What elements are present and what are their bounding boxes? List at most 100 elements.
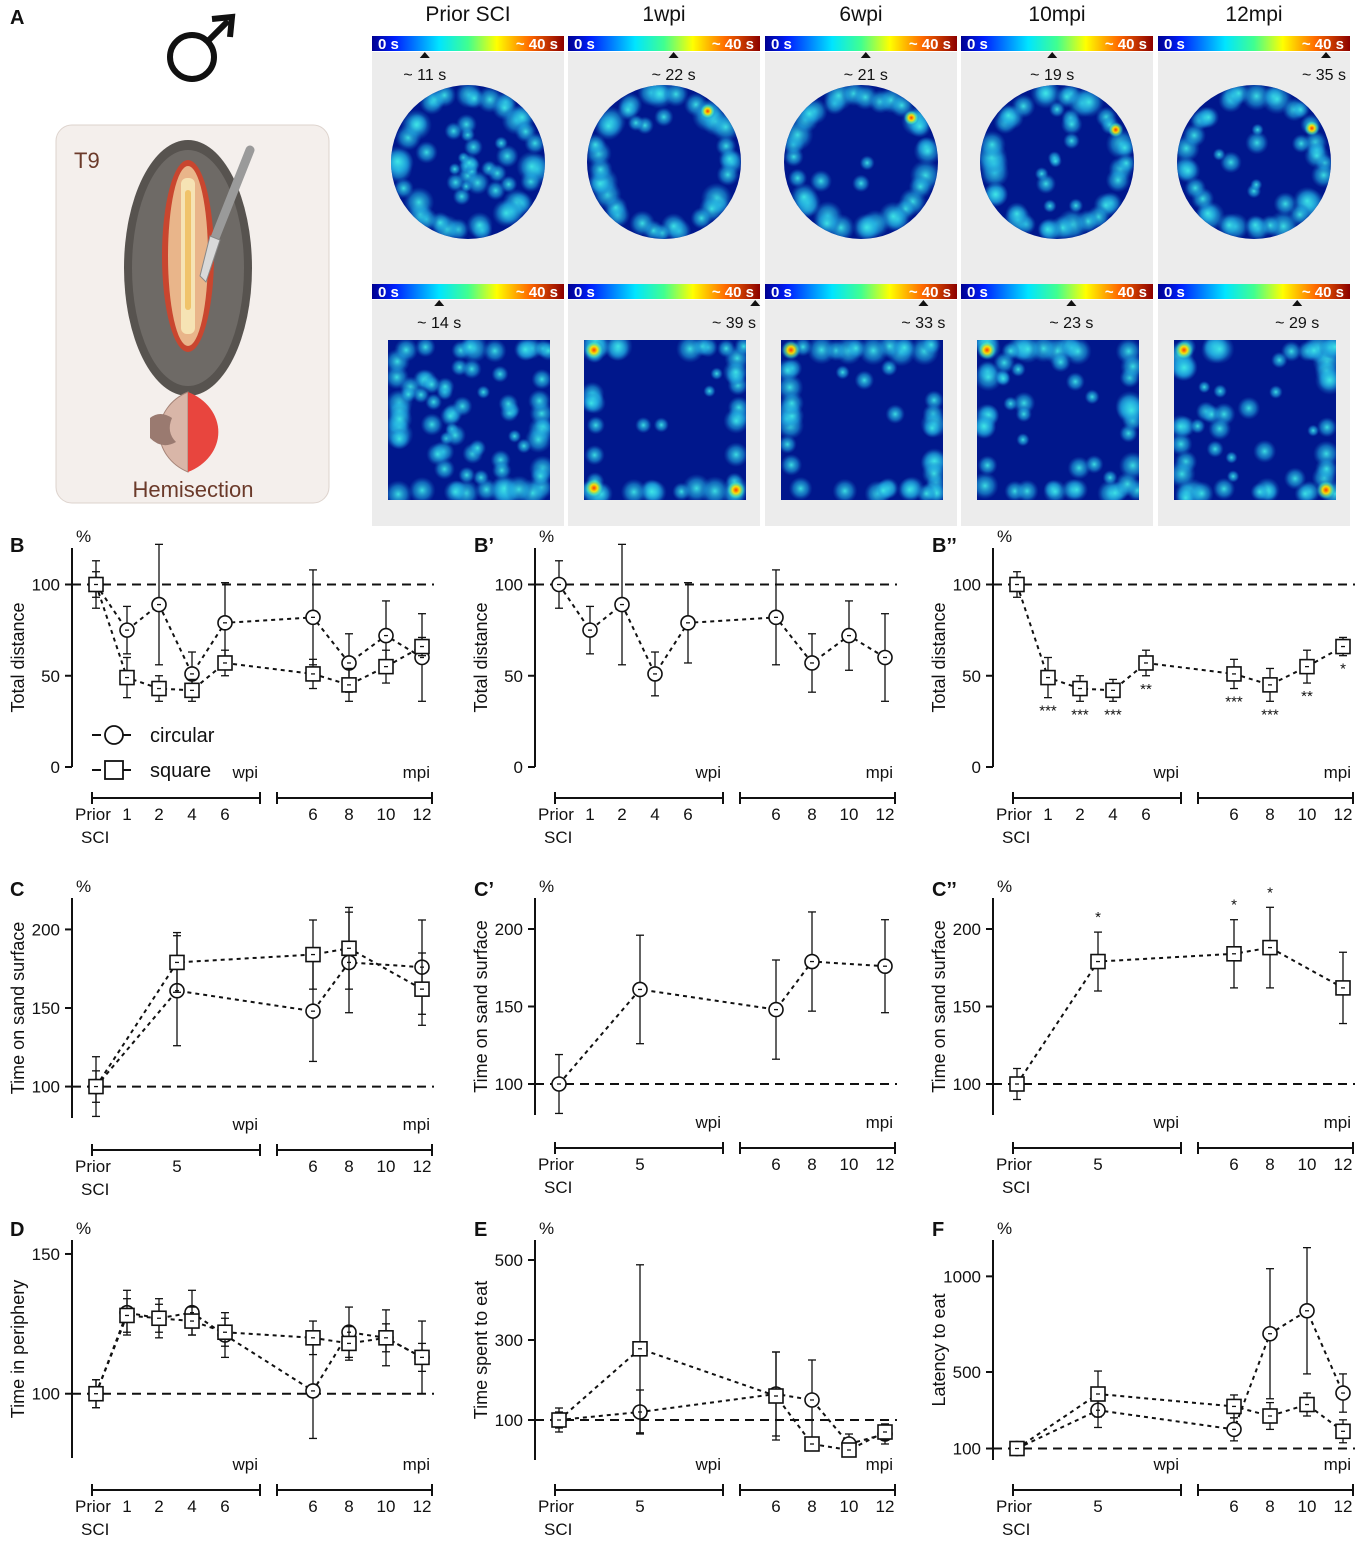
occupancy-blobs [781, 340, 943, 500]
x-tick-label-prior: Prior [538, 1497, 574, 1516]
occupancy-blobs [388, 340, 550, 500]
mean-time-annotation: ~ 39 s [712, 315, 756, 332]
y-tick-label: 0 [51, 758, 60, 777]
series-line [1016, 946, 1344, 1085]
panel-letter: C’ [474, 879, 494, 901]
x-tick-label: 8 [1265, 805, 1274, 824]
column-title: 10mpi [1028, 3, 1085, 26]
circle-arena-heatmap: 0 s ~ 40 s ~ 21 s [765, 36, 957, 294]
legend-label: circular [150, 725, 215, 747]
colorbar [961, 284, 1153, 299]
y-unit-label: % [539, 1219, 554, 1238]
y-unit-label: % [539, 527, 554, 546]
x-group-label: mpi [403, 1115, 430, 1134]
x-tick-label-prior: Prior [75, 1497, 111, 1516]
x-group-label: wpi [694, 1113, 721, 1132]
y-tick-label: 50 [41, 667, 60, 686]
series-square [88, 906, 430, 1103]
y-tick-label: 500 [495, 1251, 523, 1270]
y-axis-label: Time spent to eat [471, 1281, 491, 1419]
y-tick-label: 200 [953, 920, 981, 939]
colorbar-marker [860, 52, 871, 58]
colorbar-min-label: 0 s [967, 36, 988, 53]
colorbar-marker [918, 300, 929, 306]
male-symbol-icon [167, 13, 236, 82]
x-tick-label: 6 [1229, 1155, 1238, 1174]
series-circular [551, 543, 893, 702]
series-square [88, 571, 430, 702]
x-tick-label: 8 [1265, 1155, 1274, 1174]
x-tick-label: 10 [1298, 1155, 1317, 1174]
series-circular [551, 911, 893, 1115]
x-tick-label: 8 [344, 1157, 353, 1176]
y-unit-label: % [539, 877, 554, 896]
y-tick-label: 150 [32, 1245, 60, 1264]
mean-time-annotation: ~ 14 s [417, 315, 461, 332]
x-tick-label: 4 [650, 805, 659, 824]
x-tick-label: 5 [635, 1155, 644, 1174]
colorbar-min-label: 0 s [771, 36, 792, 53]
colorbar-max-label: ~ 40 s [1302, 284, 1344, 301]
legend-label: square [150, 760, 211, 782]
x-tick-label: 8 [807, 1497, 816, 1516]
series-line [558, 583, 886, 676]
panel-letter: B’’ [932, 535, 957, 557]
x-group-label: mpi [866, 763, 893, 782]
y-tick-label: 50 [504, 667, 523, 686]
colorbar-marker [434, 300, 445, 306]
lesion-label: Hemisection [132, 477, 253, 502]
x-tick-label: 12 [876, 1155, 895, 1174]
significance-marker: ** [1140, 681, 1152, 698]
column-title: Prior SCI [425, 3, 510, 26]
y-axis-label: Time on sand surface [471, 920, 491, 1092]
series-square [551, 1264, 893, 1458]
x-tick-label: 6 [1229, 1497, 1238, 1516]
x-tick-label-sci: SCI [1002, 828, 1030, 847]
y-tick-label: 100 [495, 1075, 523, 1094]
colorbar-min-label: 0 s [1164, 284, 1185, 301]
colorbar [372, 36, 564, 51]
x-tick-label: 12 [413, 1497, 432, 1516]
series-square [1009, 571, 1351, 702]
colorbar-max-label: ~ 40 s [516, 36, 558, 53]
x-tick-label: 1 [122, 1497, 131, 1516]
colorbar-marker [1047, 52, 1058, 58]
significance-marker: * [1340, 661, 1346, 678]
significance-marker: *** [1261, 706, 1279, 723]
x-tick-label: 12 [1334, 1155, 1353, 1174]
y-tick-label: 0 [972, 758, 981, 777]
x-tick-label: 6 [771, 805, 780, 824]
x-tick-label-prior: Prior [75, 805, 111, 824]
x-group-label: mpi [1324, 763, 1351, 782]
x-tick-label: 4 [187, 1497, 196, 1516]
panel-letter: B [10, 535, 24, 557]
x-tick-label: 6 [308, 1497, 317, 1516]
x-tick-label: 10 [840, 1155, 859, 1174]
colorbar [1158, 36, 1350, 51]
occupancy-blobs [584, 340, 746, 500]
x-tick-label: 6 [683, 805, 692, 824]
occupancy-blobs [980, 85, 1134, 239]
mean-time-annotation: ~ 23 s [1049, 315, 1093, 332]
colorbar-min-label: 0 s [1164, 36, 1185, 53]
mean-time-annotation: ~ 29 s [1275, 315, 1319, 332]
x-group-label: mpi [866, 1455, 893, 1474]
y-unit-label: % [76, 877, 91, 896]
legend: circular square [92, 725, 215, 782]
colorbar-max-label: ~ 40 s [1105, 36, 1147, 53]
x-tick-label-sci: SCI [81, 1520, 109, 1539]
x-tick-label-prior: Prior [538, 805, 574, 824]
panel-letter: C [10, 879, 24, 901]
series-square [1009, 906, 1351, 1101]
x-tick-label: 12 [413, 805, 432, 824]
chart-panel-f: F % 100 500 1000 Latency to eat wpi 5 mpi 6 8 10 12 P… [929, 1219, 1355, 1539]
x-tick-label: 12 [1334, 1497, 1353, 1516]
x-tick-label-prior: Prior [996, 1155, 1032, 1174]
panel-letter-a: A [10, 7, 24, 29]
significance-marker: ** [1301, 688, 1313, 705]
x-tick-label: 5 [172, 1157, 181, 1176]
